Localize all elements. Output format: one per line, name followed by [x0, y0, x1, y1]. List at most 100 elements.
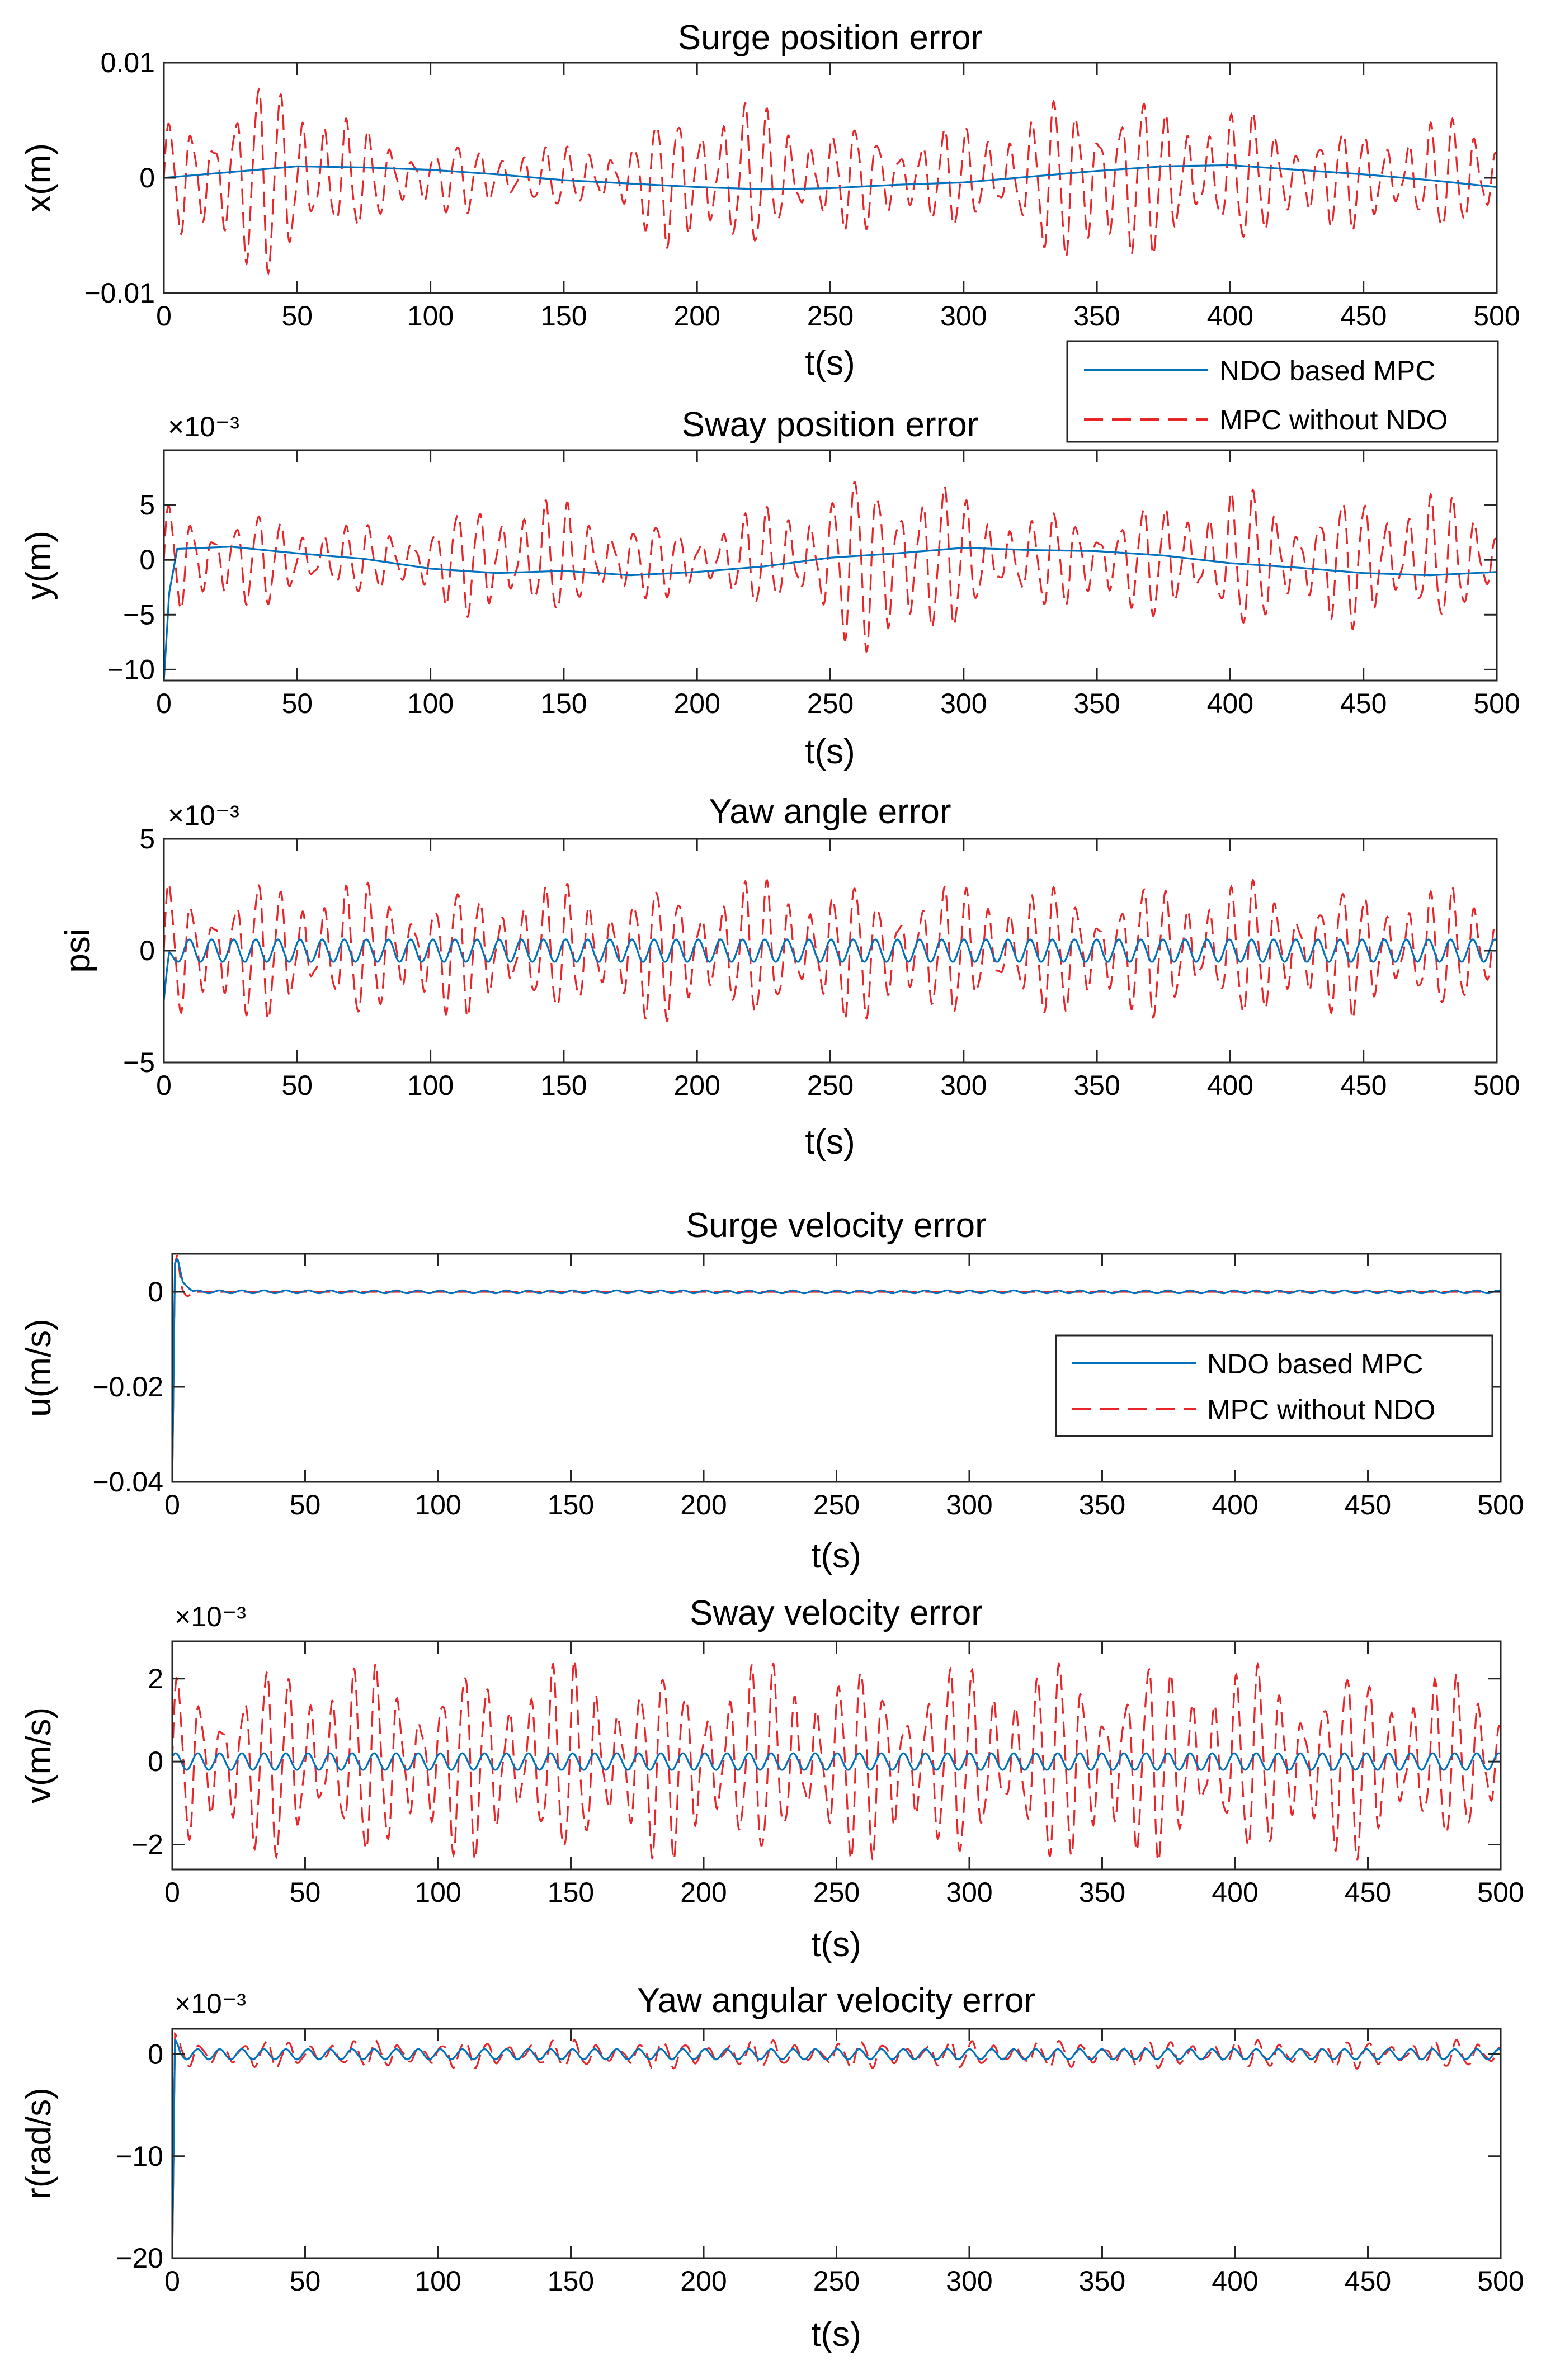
legend-label-mpc: MPC without NDO: [1207, 1394, 1435, 1425]
x-tick-label: 50: [281, 1070, 313, 1101]
legend-label-ndo: NDO based MPC: [1207, 1348, 1423, 1380]
series-line-ndo-based-mpc: [172, 1258, 1501, 1482]
x-tick-label: 450: [1340, 1070, 1387, 1101]
x-tick-label: 0: [164, 1489, 180, 1520]
x-tick-label: 150: [548, 1489, 594, 1520]
x-tick-label: 150: [548, 1877, 594, 1908]
x-tick-label: 500: [1477, 2265, 1524, 2297]
x-tick-label: 100: [414, 1489, 461, 1520]
x-tick-label: 250: [807, 300, 854, 332]
y-tick-label: −5: [123, 1047, 155, 1078]
x-tick-label: 100: [407, 300, 454, 332]
x-tick-label: 50: [290, 1877, 321, 1908]
x-tick-label: 500: [1473, 688, 1520, 719]
x-tick-label: 0: [164, 1877, 180, 1908]
x-tick-label: 200: [680, 1489, 727, 1520]
x-tick-label: 350: [1073, 688, 1120, 719]
x-tick-label: 250: [813, 1489, 860, 1520]
y-tick-label: 0: [139, 544, 155, 575]
y-tick-label: 0.01: [101, 47, 155, 78]
series-line-ndo-based-mpc: [172, 2038, 1501, 2258]
series-line-ndo-based-mpc: [164, 164, 1497, 191]
y-tick-label: 5: [139, 489, 155, 521]
x-tick-label: 450: [1345, 1877, 1391, 1908]
plot-area: [164, 450, 1497, 681]
x-tick-label: 150: [548, 2265, 594, 2297]
y-tick-label: −20: [116, 2242, 163, 2274]
x-tick-label: 500: [1477, 1489, 1524, 1520]
exponent-label: ×10⁻³: [168, 800, 239, 831]
x-tick-label: 350: [1073, 1070, 1120, 1101]
y-tick-label: −0.02: [92, 1371, 163, 1402]
chart-title: Surge position error: [678, 18, 983, 57]
x-tick-label: 0: [164, 2265, 180, 2297]
y-axis-label: psi: [59, 928, 97, 972]
x-tick-label: 400: [1212, 1489, 1258, 1520]
y-tick-label: −10: [107, 654, 155, 685]
x-tick-label: 400: [1212, 2265, 1258, 2297]
y-axis-label: x(m): [20, 143, 58, 212]
x-tick-label: 500: [1477, 1877, 1524, 1908]
x-tick-label: 300: [946, 2265, 992, 2297]
exponent-label: ×10⁻³: [175, 1988, 246, 2019]
y-tick-label: 0: [148, 2039, 163, 2070]
x-tick-label: 200: [680, 2265, 727, 2297]
x-tick-label: 400: [1207, 688, 1253, 719]
panel-yaw-angular-velocity: ×10⁻³ Yaw angular velocity error r(rad/s…: [20, 1981, 1524, 2354]
panel-yaw-angle: ×10⁻³ Yaw angle error psi t(s) 0 50 100 150…: [59, 792, 1520, 1161]
x-tick-label: 300: [946, 1489, 992, 1520]
x-tick-label: 350: [1079, 1489, 1125, 1520]
series-line-mpc-without-ndo: [164, 878, 1497, 1023]
x-tick-label: 100: [414, 2265, 461, 2297]
x-tick-label: 300: [940, 688, 987, 719]
x-tick-label: 350: [1073, 300, 1120, 332]
x-tick-label: 400: [1207, 1070, 1253, 1101]
series-line-mpc-without-ndo: [172, 1254, 1501, 1482]
y-tick-label: 0: [139, 162, 155, 193]
x-tick-label: 450: [1345, 1489, 1391, 1520]
x-tick-label: 250: [813, 2265, 860, 2297]
exponent-label: ×10⁻³: [175, 1601, 246, 1632]
x-axis-label: t(s): [811, 1925, 861, 1964]
x-tick-label: 250: [807, 688, 854, 719]
x-tick-label: 300: [946, 1877, 992, 1908]
y-tick-label: −5: [123, 599, 155, 630]
legend-label-mpc: MPC without NDO: [1219, 404, 1448, 436]
x-tick-label: 0: [156, 1070, 172, 1101]
x-tick-label: 50: [290, 2265, 321, 2297]
x-tick-label: 350: [1079, 2265, 1125, 2297]
x-tick-label: 500: [1473, 300, 1520, 332]
x-tick-label: 200: [673, 688, 720, 719]
exponent-label: ×10⁻³: [168, 411, 239, 442]
series-line-mpc-without-ndo: [164, 480, 1497, 654]
x-tick-label: 400: [1207, 300, 1253, 332]
x-tick-label: 500: [1473, 1070, 1520, 1101]
series-line-ndo-based-mpc: [164, 545, 1497, 681]
y-tick-label: −0.01: [84, 277, 155, 309]
x-axis-label: t(s): [811, 1537, 861, 1575]
x-tick-label: 100: [407, 1070, 454, 1101]
chart-title: Yaw angular velocity error: [637, 1981, 1035, 2020]
chart-title: Sway velocity error: [690, 1594, 983, 1632]
plot-area: [164, 63, 1497, 293]
y-tick-label: 0: [148, 1746, 163, 1777]
x-axis-label: t(s): [811, 2315, 861, 2354]
y-tick-label: 2: [148, 1663, 163, 1694]
x-tick-label: 150: [540, 1070, 587, 1101]
x-tick-label: 0: [156, 688, 172, 719]
y-axis-label: r(rad/s): [20, 2088, 58, 2199]
x-tick-label: 450: [1340, 300, 1387, 332]
y-tick-label: −10: [116, 2141, 163, 2172]
chart-title: Sway position error: [682, 405, 979, 444]
chart-title: Yaw angle error: [709, 792, 951, 831]
panel-sway-position: ×10⁻³ Sway position error y(m) t(s) 0 50 1…: [20, 405, 1520, 771]
x-tick-label: 300: [940, 1070, 987, 1101]
x-tick-label: 250: [807, 1070, 854, 1101]
x-tick-label: 200: [673, 300, 720, 332]
y-tick-label: 0: [148, 1276, 163, 1307]
y-tick-label: −2: [131, 1829, 163, 1860]
legend: NDO based MPC MPC without NDO: [1055, 1334, 1493, 1437]
x-tick-label: 350: [1079, 1877, 1125, 1908]
x-tick-label: 50: [290, 1489, 321, 1520]
x-tick-label: 450: [1345, 2265, 1391, 2297]
